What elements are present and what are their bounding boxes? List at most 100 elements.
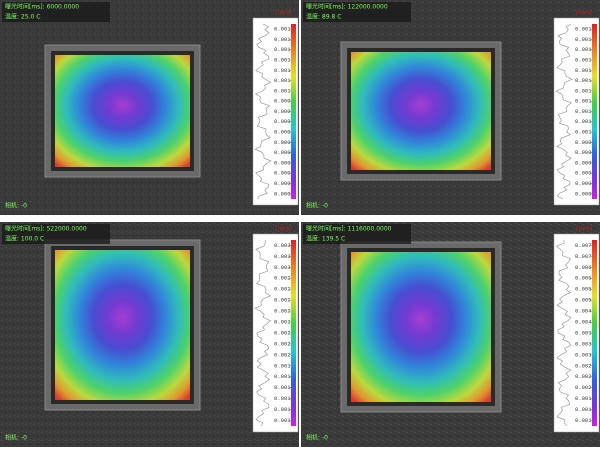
scale-label: 0.000 xyxy=(575,159,592,166)
scale-label: 0.001 xyxy=(575,98,592,105)
scale-label: 0.003 xyxy=(274,264,291,271)
scale-label: 0.001 xyxy=(575,77,592,84)
displacement-map xyxy=(351,52,491,170)
scale-label: 0.002 xyxy=(575,362,592,369)
scale-label: 0.002 xyxy=(274,286,291,293)
scale-label: 0.003 xyxy=(575,329,592,336)
scale-label: 0.001 xyxy=(274,26,291,33)
color-bar xyxy=(291,240,296,426)
scale-label: 0.001 xyxy=(575,87,592,94)
scale-label: 0.003 xyxy=(575,340,592,347)
scale-label: 0.000 xyxy=(274,190,291,197)
scale-label: 0.001 xyxy=(575,417,592,424)
panel: 曝光时间[ms]: 1116000.0000 温度: 139.5 C 相机: -0 [… xyxy=(301,222,600,447)
scale-label: 0.001 xyxy=(274,373,291,380)
scale-label: 0.002 xyxy=(274,351,291,358)
scale-label: 0.004 xyxy=(575,319,592,326)
info-box xyxy=(303,2,411,22)
displacement-map xyxy=(55,250,190,400)
profile-curve xyxy=(555,239,572,427)
camera-label: 相机: -0 xyxy=(306,202,328,210)
temperature-label: 温度: 139.5 C xyxy=(306,235,345,243)
exposure-label: 曝光时间[ms]: 1116000.0000 xyxy=(306,225,392,233)
color-bar xyxy=(592,240,597,426)
camera-label: 相机: -0 xyxy=(306,434,328,442)
scale-label: 0.001 xyxy=(575,36,592,43)
panel: 曝光时间[ms]: 122000.0000 温度: 89.8 C 相机: -0 [mm… xyxy=(301,0,600,215)
scale-label: 0.000 xyxy=(575,190,592,197)
scale-label: 0.001 xyxy=(575,26,592,33)
scale-label: 0.001 xyxy=(274,384,291,391)
color-bar xyxy=(592,24,597,199)
scale-label: 0.000 xyxy=(274,108,291,115)
scale-label: 0.002 xyxy=(274,275,291,282)
camera-label: 相机: -0 xyxy=(5,434,27,442)
exposure-label: 曝光时间[ms]: 522000.0000 xyxy=(5,225,87,233)
scale-label: 0.001 xyxy=(575,129,592,136)
exposure-label: 曝光时间[ms]: 6000.0000 xyxy=(5,3,79,11)
profile-curve xyxy=(555,23,573,200)
scale-label: 0.000 xyxy=(274,149,291,156)
scale-label: 0.005 xyxy=(575,286,592,293)
temperature-label: 温度: 25.0 C xyxy=(5,13,40,21)
scale-label: 0.001 xyxy=(575,46,592,53)
scale-label: 0.000 xyxy=(274,159,291,166)
displacement-map xyxy=(351,252,491,402)
scale-label: 0.005 xyxy=(575,297,592,304)
scale-label: 0.001 xyxy=(274,362,291,369)
scale-label: 0.001 xyxy=(575,395,592,402)
profile-curve xyxy=(254,23,272,200)
scale-label: 0.000 xyxy=(274,118,291,125)
scale-label: 0.000 xyxy=(575,180,592,187)
scale-label: 0.000 xyxy=(274,129,291,136)
scale-label: 0.006 xyxy=(575,264,592,271)
scale-label: 0.000 xyxy=(575,139,592,146)
info-box xyxy=(2,2,110,22)
scale-label: 0.001 xyxy=(575,56,592,63)
scale-label: 0.000 xyxy=(274,98,291,105)
scale-label: 0.002 xyxy=(274,319,291,326)
temperature-label: 温度: 100.0 C xyxy=(5,235,44,243)
scale-unit: [mm] xyxy=(576,226,593,233)
scale-label: 0.001 xyxy=(575,108,592,115)
scale-label: 0.001 xyxy=(274,36,291,43)
scale-label: 0.002 xyxy=(274,308,291,315)
scale-label: 0.002 xyxy=(274,340,291,347)
scale-label: 0.002 xyxy=(575,373,592,380)
scale-label: 0.002 xyxy=(575,384,592,391)
scale-label: 0.000 xyxy=(575,149,592,156)
scale-label: 0.000 xyxy=(274,139,291,146)
camera-label: 相机: -0 xyxy=(5,202,27,210)
scale-label: 0.003 xyxy=(274,242,291,249)
scale-label: 0.006 xyxy=(575,275,592,282)
scale-label: 0.003 xyxy=(575,351,592,358)
scale-label: 0.007 xyxy=(575,242,592,249)
scale-label: 0.001 xyxy=(575,67,592,74)
panel: 曝光时间[ms]: 6000.0000 温度: 25.0 C 相机: -0 [mm] 0… xyxy=(0,0,299,215)
scale-label: 0.001 xyxy=(274,77,291,84)
scale-label: 0.000 xyxy=(274,180,291,187)
scale-unit: [mm] xyxy=(275,10,292,17)
color-bar xyxy=(291,24,296,199)
scale-label: 0.002 xyxy=(274,297,291,304)
scale-label: 0.000 xyxy=(274,170,291,177)
scale-label: 0.001 xyxy=(274,67,291,74)
scale-label: 0.001 xyxy=(274,417,291,424)
scale-unit: [mm] xyxy=(275,226,292,233)
scale-label: 0.007 xyxy=(575,253,592,260)
info-box xyxy=(303,224,411,244)
scale-unit: [mm] xyxy=(576,10,593,17)
scale-label: 0.001 xyxy=(274,406,291,413)
scale-label: 0.001 xyxy=(274,395,291,402)
scale-label: 0.000 xyxy=(575,170,592,177)
scale-label: 0.003 xyxy=(274,253,291,260)
scale-label: 0.001 xyxy=(274,46,291,53)
panel: 曝光时间[ms]: 522000.0000 温度: 100.0 C 相机: -0 [m… xyxy=(0,222,299,447)
info-box xyxy=(2,224,110,244)
scale-label: 0.004 xyxy=(575,308,592,315)
scale-label: 0.001 xyxy=(575,406,592,413)
scale-label: 0.001 xyxy=(274,87,291,94)
temperature-label: 温度: 89.8 C xyxy=(306,13,341,21)
